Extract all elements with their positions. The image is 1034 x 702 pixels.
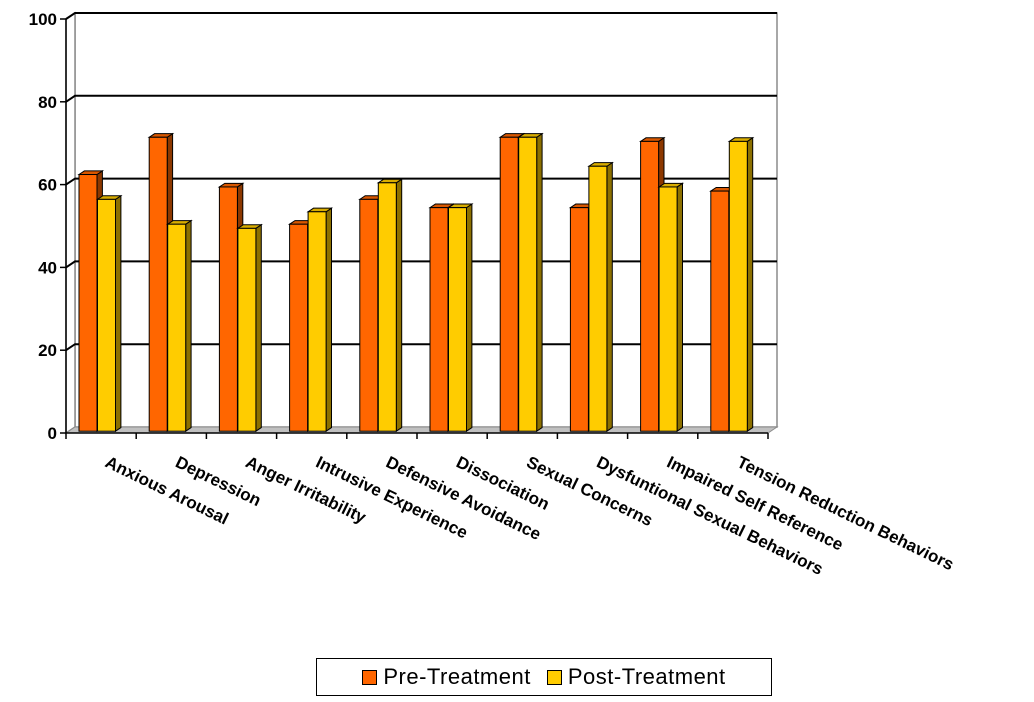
bar	[569, 207, 589, 432]
bar-side	[676, 182, 683, 433]
y-tick-label: 100	[29, 10, 57, 29]
bar-side	[115, 194, 122, 433]
legend-label-post-treatment: Post-Treatment	[567, 664, 726, 689]
gridline	[65, 260, 777, 269]
bar	[710, 190, 730, 432]
bar	[658, 186, 678, 432]
bar-side	[325, 207, 332, 433]
bar	[237, 227, 257, 432]
legend-item-post-treatment: Post-Treatment	[546, 664, 726, 690]
chart-legend: Pre-Treatment Post-Treatment	[316, 658, 772, 696]
bar-side	[536, 132, 543, 433]
bar	[728, 140, 748, 432]
gridline	[65, 343, 777, 352]
bar-side	[255, 223, 262, 433]
bar-side	[466, 203, 473, 433]
bar	[377, 182, 397, 432]
x-category-label: Anxious Arousal	[102, 453, 231, 529]
bar-side	[606, 161, 613, 433]
gridline	[65, 12, 777, 20]
bar	[588, 165, 608, 432]
bar-side	[185, 219, 192, 433]
y-tick-label: 20	[38, 341, 57, 360]
gridline	[65, 94, 777, 103]
y-tick-label: 40	[38, 258, 57, 277]
legend-item-pre-treatment: Pre-Treatment	[362, 664, 531, 690]
bar	[148, 136, 168, 432]
y-tick-label: 0	[48, 424, 57, 443]
bar	[167, 223, 187, 432]
bar	[429, 207, 449, 432]
bar	[78, 174, 98, 432]
bar-side	[746, 136, 754, 433]
legend-swatch-post-treatment	[546, 669, 562, 685]
bar	[97, 198, 116, 432]
bar	[499, 136, 519, 432]
bar	[640, 140, 660, 432]
bar	[518, 136, 538, 432]
y-tick-label: 80	[38, 93, 57, 112]
plot-side-wall	[65, 11, 76, 435]
bar-side	[395, 178, 403, 433]
bar	[307, 211, 327, 432]
bar	[289, 223, 309, 432]
bar	[448, 207, 467, 432]
legend-label-pre-treatment: Pre-Treatment	[383, 664, 531, 689]
legend-swatch-pre-treatment	[362, 669, 378, 685]
bar	[359, 198, 379, 432]
y-tick-label: 60	[38, 176, 57, 195]
x-category-label: Anger Irritability	[243, 453, 370, 528]
gridline	[65, 177, 777, 186]
bar	[218, 186, 238, 432]
